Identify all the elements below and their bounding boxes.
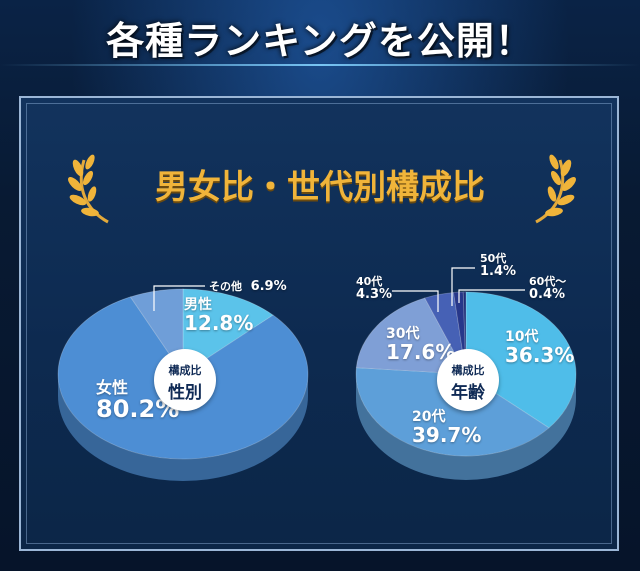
slice-label-20s: 20代 39.7% (412, 409, 482, 447)
pie-slice-1-1 (355, 367, 550, 457)
pie-slice-1-2 (355, 297, 467, 375)
slice-label-other: その他 6.9% (209, 279, 287, 294)
pie-slice-0-0 (182, 288, 274, 375)
leader-line-40s (392, 290, 439, 312)
laurel-left-icon (68, 154, 109, 224)
pie-side-wall-1 (356, 374, 576, 480)
slice-label-female: 女性 80.2% (96, 378, 180, 423)
header-divider (0, 64, 640, 66)
slice-label-60s: 60代～ 0.4% (529, 275, 567, 302)
slice-label-50s: 50代 1.4% (480, 252, 517, 279)
slice-label-30s: 30代 17.6% (386, 326, 456, 364)
slice-label-40s: 40代 4.3% (356, 275, 393, 302)
pie-chart-1 (355, 291, 577, 480)
leader-line-50s (451, 267, 475, 306)
slice-label-10s: 10代 36.3% (505, 329, 575, 367)
center-badge-age: 構成比 年齢 (437, 349, 499, 411)
leader-line-other (153, 285, 205, 311)
page-title: 各種ランキングを公開！ (106, 19, 534, 63)
leader-line-60s (458, 289, 525, 303)
section-title: 男女比・世代別構成比 (155, 167, 485, 206)
panel-inner-border (26, 103, 612, 544)
pie-slice-1-0 (465, 291, 577, 429)
center-badge-gender: 構成比 性別 (154, 349, 216, 411)
laurel-right-icon (535, 154, 576, 224)
slice-label-male: 男性 12.8% (184, 297, 254, 335)
pie-side-wall-0 (58, 374, 308, 481)
